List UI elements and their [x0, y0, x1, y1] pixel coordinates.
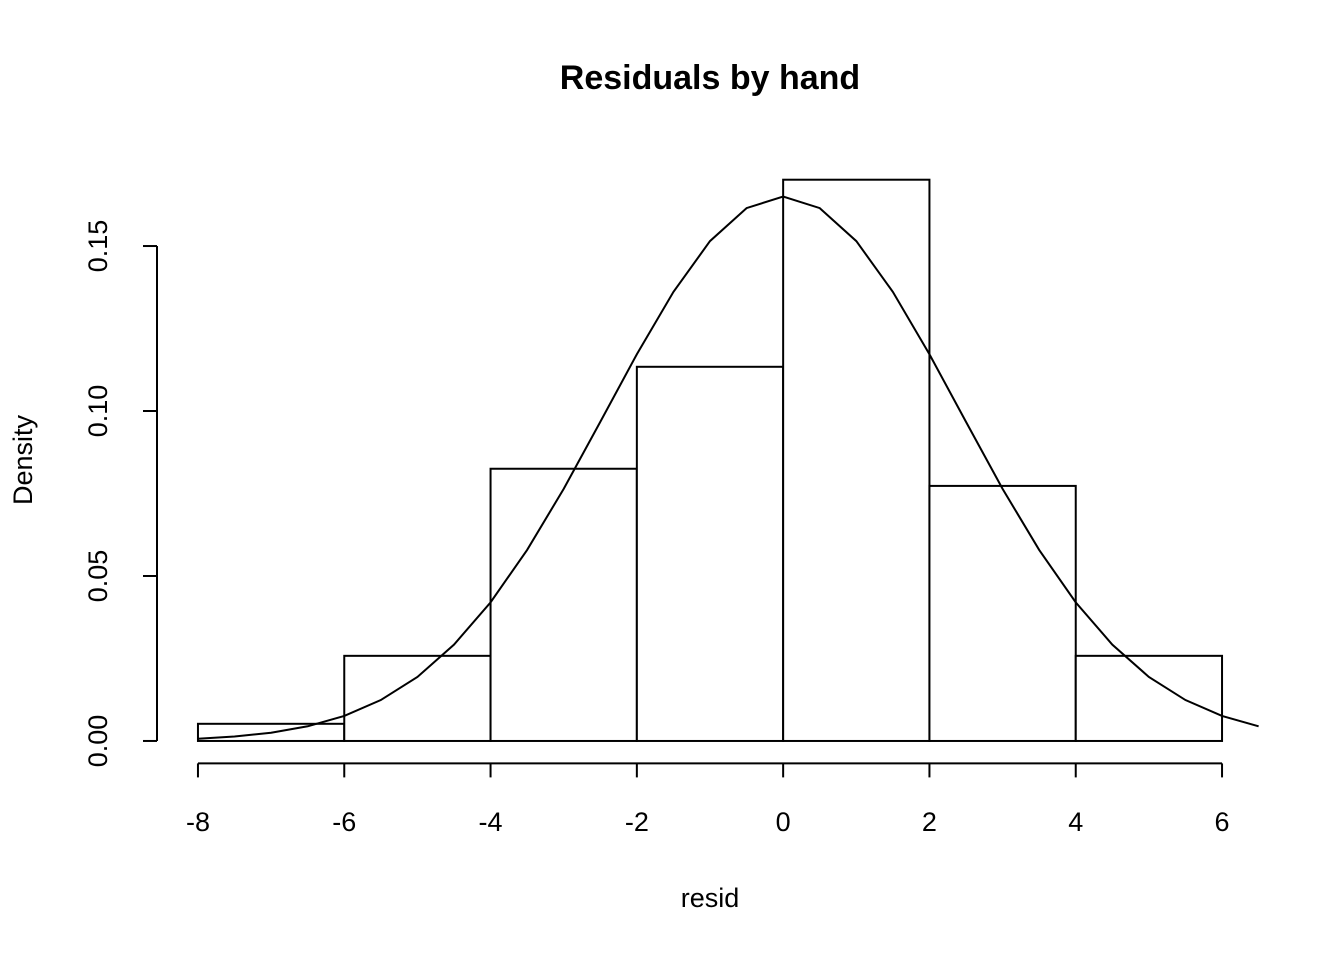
x-tick-label: -2 — [625, 807, 649, 837]
y-tick-label: 0.15 — [83, 220, 113, 273]
x-axis-label: resid — [681, 883, 740, 913]
chart-title: Residuals by hand — [560, 59, 860, 97]
bar — [928, 484, 1077, 742]
x-tick-label: -4 — [479, 807, 503, 837]
bar — [489, 467, 638, 742]
bar — [635, 365, 785, 742]
x-tick-label: -8 — [186, 807, 210, 837]
x-tick-label: 2 — [922, 807, 937, 837]
bar — [1074, 654, 1224, 742]
y-tick-label: 0.05 — [83, 550, 113, 603]
bar — [343, 654, 492, 742]
x-tick-label: 0 — [776, 807, 791, 837]
x-tick-label: -6 — [332, 807, 356, 837]
bar — [782, 178, 931, 742]
x-tick-label: 4 — [1068, 807, 1083, 837]
density-curve — [197, 195, 1259, 740]
x-tick-label: 6 — [1215, 807, 1230, 837]
y-axis-label: Density — [8, 414, 38, 505]
y-tick-label: 0.10 — [83, 385, 113, 438]
y-tick-label: 0.00 — [83, 715, 113, 768]
